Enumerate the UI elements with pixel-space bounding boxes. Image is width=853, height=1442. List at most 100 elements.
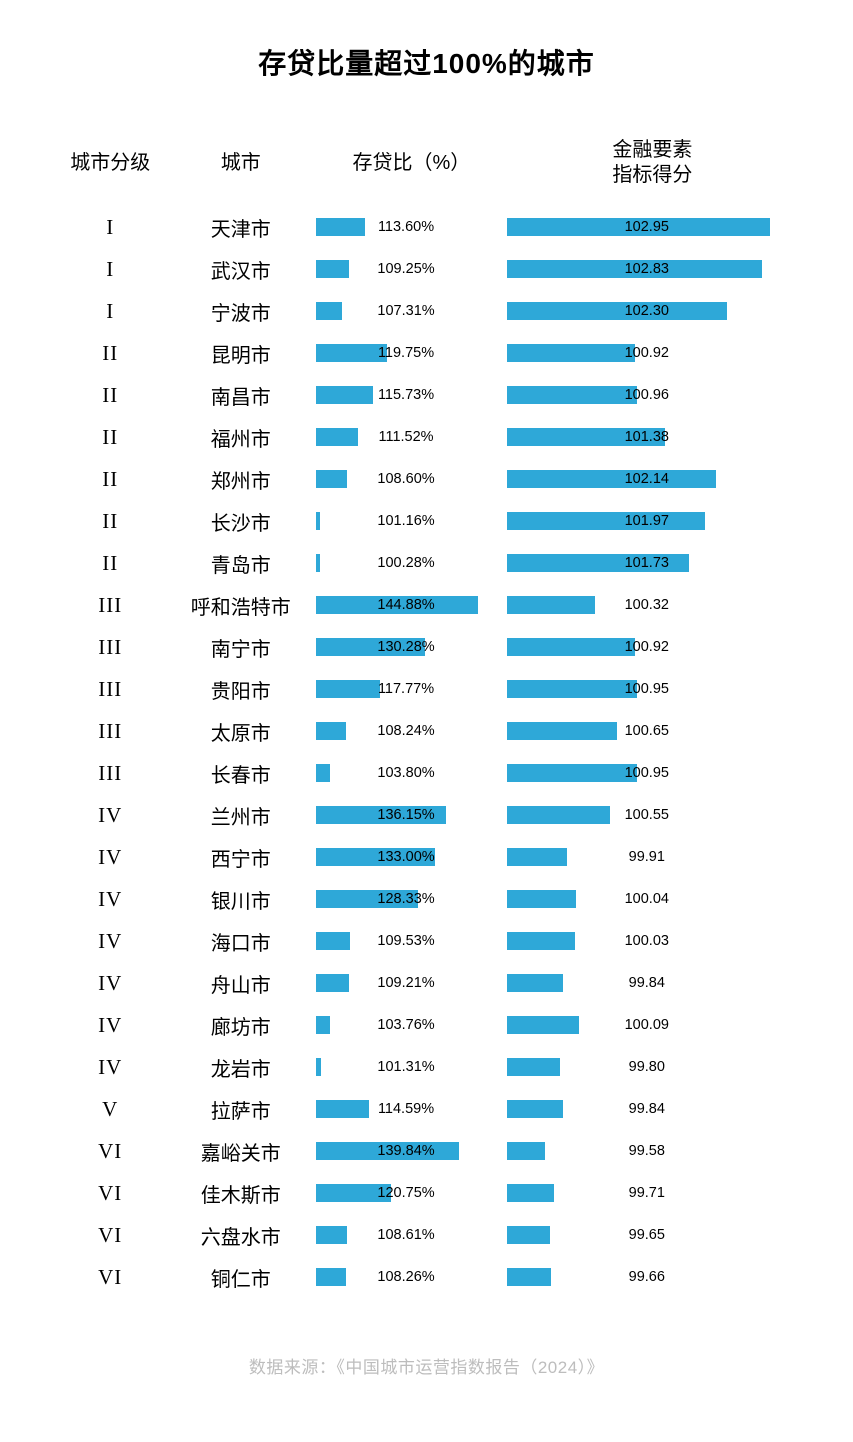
score-bar-fill [507,386,638,404]
cell-score-bar: 99.80 [507,1046,798,1088]
table-row: I宁波市107.31%102.30 [55,290,798,332]
score-bar-fill [507,1058,560,1076]
cell-score-bar: 100.95 [507,752,798,794]
table-row: I武汉市109.25%102.83 [55,248,798,290]
cell-score-bar: 101.38 [507,416,798,458]
cell-tier: IV [55,962,165,1004]
cell-city: 拉萨市 [165,1088,316,1130]
table-row: III呼和浩特市144.88%100.32 [55,584,798,626]
cell-tier: VI [55,1130,165,1172]
cell-score-bar: 100.09 [507,1004,798,1046]
table-row: III贵阳市117.77%100.95 [55,668,798,710]
cell-city: 南宁市 [165,626,316,668]
cell-ratio-bar: 103.80% [316,752,507,794]
cell-tier: III [55,668,165,710]
cell-city: 海口市 [165,920,316,962]
cell-tier: VI [55,1256,165,1298]
cell-tier: II [55,374,165,416]
cell-ratio-bar: 117.77% [316,668,507,710]
ratio-bar-fill [316,344,387,362]
table-row: II南昌市115.73%100.96 [55,374,798,416]
cell-tier: II [55,458,165,500]
ratio-bar-label: 103.76% [316,1017,496,1033]
cell-city: 天津市 [165,206,316,248]
score-bar-fill [507,722,617,740]
table-row: I天津市113.60%102.95 [55,206,798,248]
header-ratio: 存贷比（%） [316,137,507,206]
cell-score-bar: 100.92 [507,626,798,668]
ratio-bar-fill [316,302,342,320]
table-row: IV廊坊市103.76%100.09 [55,1004,798,1046]
ratio-bar-fill [316,1016,330,1034]
ratio-bar-fill [316,218,365,236]
cell-city: 宁波市 [165,290,316,332]
cell-score-bar: 99.71 [507,1172,798,1214]
cell-score-bar: 102.30 [507,290,798,332]
cell-city: 福州市 [165,416,316,458]
score-bar-fill [507,848,568,866]
chart-table: 城市分级 城市 存贷比（%） 金融要素 指标得分 I天津市113.60%102.… [55,137,798,1298]
cell-ratio-bar: 115.73% [316,374,507,416]
ratio-bar-fill [316,554,320,572]
cell-city: 南昌市 [165,374,316,416]
table-row: VI嘉峪关市139.84%99.58 [55,1130,798,1172]
ratio-bar-fill [316,806,446,824]
cell-score-bar: 101.73 [507,542,798,584]
cell-city: 龙岩市 [165,1046,316,1088]
score-bar-fill [507,1100,563,1118]
score-bar-fill [507,554,689,572]
cell-ratio-bar: 113.60% [316,206,507,248]
cell-ratio-bar: 101.31% [316,1046,507,1088]
cell-score-bar: 100.96 [507,374,798,416]
table-row: VI六盘水市108.61%99.65 [55,1214,798,1256]
ratio-bar-label: 100.28% [316,555,496,571]
cell-score-bar: 100.32 [507,584,798,626]
score-bar-fill [507,428,666,446]
cell-tier: II [55,332,165,374]
cell-ratio-bar: 133.00% [316,836,507,878]
ratio-bar-fill [316,890,418,908]
ratio-bar-fill [316,386,373,404]
cell-ratio-bar: 130.28% [316,626,507,668]
ratio-bar-label: 103.80% [316,765,496,781]
table-row: II长沙市101.16%101.97 [55,500,798,542]
header-tier: 城市分级 [55,137,165,206]
ratio-bar-fill [316,1226,347,1244]
score-bar-fill [507,596,595,614]
cell-ratio-bar: 128.33% [316,878,507,920]
cell-score-bar: 100.03 [507,920,798,962]
cell-city: 长春市 [165,752,316,794]
score-bar-fill [507,932,576,950]
cell-tier: IV [55,1004,165,1046]
score-bar-fill [507,764,637,782]
ratio-bar-fill [316,596,478,614]
cell-city: 舟山市 [165,962,316,1004]
table-row: IV舟山市109.21%99.84 [55,962,798,1004]
cell-ratio-bar: 108.26% [316,1256,507,1298]
table-row: II郑州市108.60%102.14 [55,458,798,500]
table-row: II青岛市100.28%101.73 [55,542,798,584]
table-row: IV海口市109.53%100.03 [55,920,798,962]
cell-score-bar: 99.84 [507,1088,798,1130]
cell-tier: IV [55,920,165,962]
cell-score-bar: 102.83 [507,248,798,290]
cell-score-bar: 99.84 [507,962,798,1004]
cell-tier: III [55,710,165,752]
cell-ratio-bar: 111.52% [316,416,507,458]
score-bar-fill [507,890,576,908]
cell-ratio-bar: 114.59% [316,1088,507,1130]
cell-ratio-bar: 108.24% [316,710,507,752]
table-row: VI佳木斯市120.75%99.71 [55,1172,798,1214]
score-bar-fill [507,806,610,824]
table-row: VI铜仁市108.26%99.66 [55,1256,798,1298]
chart-title: 存贷比量超过100%的城市 [55,42,798,82]
score-bar-fill [507,344,635,362]
cell-city: 佳木斯市 [165,1172,316,1214]
cell-score-bar: 100.04 [507,878,798,920]
data-source: 数据来源：《中国城市运营指数报告（2024）》 [55,1353,798,1378]
cell-city: 六盘水市 [165,1214,316,1256]
cell-tier: II [55,416,165,458]
cell-tier: III [55,752,165,794]
cell-score-bar: 102.14 [507,458,798,500]
cell-ratio-bar: 108.61% [316,1214,507,1256]
